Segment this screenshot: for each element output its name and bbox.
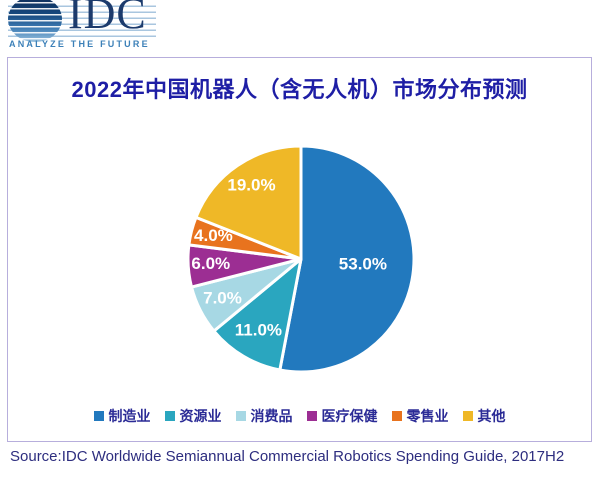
pie-slice-manufacturing <box>278 144 416 374</box>
pie-value-label-manufacturing: 53.0% <box>339 254 387 273</box>
legend-label-manufacturing: 制造业 <box>108 408 151 424</box>
legend-label-retail: 零售业 <box>406 408 449 424</box>
idc-logo-text: IDC <box>68 0 147 38</box>
pie-value-label-resources: 11.0% <box>235 320 282 339</box>
pie-value-label-healthcare: 6.0% <box>191 254 230 273</box>
legend-item-other: 其他 <box>462 406 506 426</box>
legend-swatch-other <box>462 411 473 421</box>
idc-logo: IDC ANALYZE THE FUTURE <box>8 0 168 52</box>
pie-value-label-consumer-goods: 7.0% <box>203 288 242 307</box>
pie-chart: 53.0% 11.0% 7.0% 6.0% 4.0% 19.0% <box>186 144 416 374</box>
chart-title: 2022年中国机器人（含无人机）市场分布预测 <box>71 77 528 102</box>
idc-globe-icon <box>8 0 62 42</box>
legend-swatch-resources <box>164 411 175 421</box>
legend-swatch-consumer-goods <box>235 411 246 421</box>
idc-tagline: ANALYZE THE FUTURE <box>9 39 150 49</box>
legend-swatch-retail <box>391 411 402 421</box>
legend-swatch-healthcare <box>306 411 317 421</box>
pie-slice-other <box>194 144 303 261</box>
source-line: Source:IDC Worldwide Semiannual Commerci… <box>10 448 565 465</box>
legend-label-other: 其他 <box>477 408 506 424</box>
legend-swatch-manufacturing <box>93 411 104 421</box>
pie-value-label-retail: 4.0% <box>194 226 233 245</box>
legend-item-retail: 零售业 <box>391 406 449 426</box>
legend-label-healthcare: 医疗保健 <box>321 408 378 424</box>
legend-item-manufacturing: 制造业 <box>93 406 151 426</box>
legend-item-consumer-goods: 消费品 <box>235 406 293 426</box>
legend-item-resources: 资源业 <box>164 406 222 426</box>
chart-legend: 制造业 资源业 消费品 医疗保健 零售业 其他 <box>8 406 591 426</box>
chart-panel: 2022年中国机器人（含无人机）市场分布预测 53.0% 11.0% 7.0% 6.0… <box>7 57 592 442</box>
legend-label-resources: 资源业 <box>179 408 222 424</box>
legend-label-consumer-goods: 消费品 <box>250 408 293 424</box>
pie-value-label-other: 19.0% <box>227 176 275 195</box>
pie-slice-resources <box>212 257 303 372</box>
legend-item-healthcare: 医疗保健 <box>306 406 378 426</box>
